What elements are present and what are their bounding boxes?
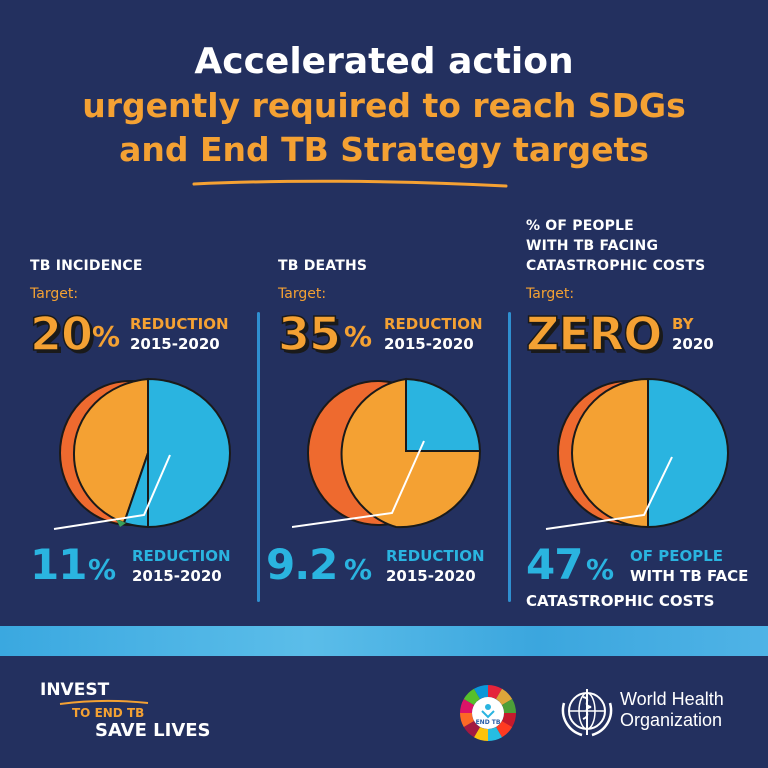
target-side-bottom: 2015-2020	[384, 335, 474, 353]
who-wordmark: World Health Organization	[620, 689, 724, 731]
result-group: 9.2 % REDUCTION 2015-2020	[266, 540, 526, 590]
result-value: 11	[30, 540, 87, 589]
column-divider	[508, 312, 511, 602]
result-side-top: REDUCTION	[132, 547, 231, 565]
target-value: 20	[29, 306, 94, 362]
pie-chart-deaths	[292, 377, 482, 529]
result-side-bottom: 2015-2020	[132, 567, 222, 585]
target-side-bottom: 2015-2020	[130, 335, 220, 353]
tagline-save: SAVE LIVES	[95, 720, 211, 741]
target-label: Target:	[30, 286, 79, 302]
result-side-text: OF PEOPLE WITH TB FACE	[630, 546, 748, 586]
target-side-top: REDUCTION	[130, 315, 229, 333]
result-unit: %	[586, 553, 615, 586]
column-tb-deaths: TB DEATHS Target: 35 % REDUCTION 2015-20…	[266, 0, 518, 620]
column-divider	[257, 312, 260, 602]
target-side-text: BY 2020	[672, 314, 714, 354]
column-label-3: CATASTROPHIC COSTS	[526, 258, 706, 274]
result-side-bottom: WITH TB FACE	[630, 567, 749, 585]
tagline-invest: INVEST	[40, 680, 110, 700]
who-line-1: World Health	[620, 689, 724, 709]
result-side-bottom: 2015-2020	[386, 567, 476, 585]
result-extra-text: CATASTROPHIC COSTS	[526, 592, 715, 610]
invest-tagline: INVEST TO END TB SAVE LIVES	[40, 680, 240, 750]
result-group: 11 % REDUCTION 2015-2020	[30, 540, 290, 590]
result-unit: %	[88, 553, 117, 586]
column-tb-incidence: TB INCIDENCE Target: 20 % REDUCTION 2015…	[29, 0, 270, 620]
target-unit: %	[344, 320, 373, 353]
target-side-top: REDUCTION	[384, 315, 483, 333]
target-value: 35	[277, 306, 342, 362]
target-label: Target:	[278, 286, 327, 302]
target-side-top: BY	[672, 315, 694, 333]
decorative-stripe	[0, 626, 768, 656]
column-label: TB INCIDENCE	[30, 258, 143, 274]
who-emblem-logo	[561, 689, 613, 737]
column-label-2: WITH TB FACING	[526, 238, 659, 254]
title-line-3: and End TB Strategy targets	[119, 130, 649, 169]
sdg-badge-text: END TB	[476, 719, 501, 726]
result-value: 47	[526, 540, 583, 589]
target-unit: %	[92, 320, 121, 353]
target-side-text: REDUCTION 2015-2020	[130, 314, 229, 354]
target-value: ZERO	[525, 306, 663, 362]
target-label: Target:	[526, 286, 575, 302]
tagline-to-end: TO END TB	[72, 706, 145, 720]
column-label: TB DEATHS	[278, 258, 368, 274]
title-block: Accelerated action urgently required to …	[0, 40, 768, 172]
title-line-1: Accelerated action	[194, 41, 574, 82]
result-side-top: REDUCTION	[386, 547, 485, 565]
who-line-2: Organization	[620, 710, 723, 730]
result-side-top: OF PEOPLE	[630, 547, 724, 565]
pie-chart-costs	[545, 377, 730, 530]
result-side-text: REDUCTION 2015-2020	[132, 546, 231, 586]
title-line-2: urgently required to reach SDGs	[82, 86, 686, 125]
result-value: 9.2	[266, 540, 338, 589]
column-catastrophic-costs: % OF PEOPLE WITH TB FACING CATASTROPHIC …	[525, 0, 768, 620]
tagline-swoosh	[59, 699, 149, 705]
target-side-text: REDUCTION 2015-2020	[384, 314, 483, 354]
result-unit: %	[344, 553, 373, 586]
result-side-text: REDUCTION 2015-2020	[386, 546, 485, 586]
title-underline	[192, 179, 508, 188]
result-group: 47 % OF PEOPLE WITH TB FACE	[526, 540, 768, 590]
column-label-1: % OF PEOPLE	[526, 218, 634, 234]
sdg-wheel-logo: END TB	[460, 685, 516, 741]
pie-chart-incidence	[53, 377, 232, 530]
target-side-bottom: 2020	[672, 335, 714, 353]
